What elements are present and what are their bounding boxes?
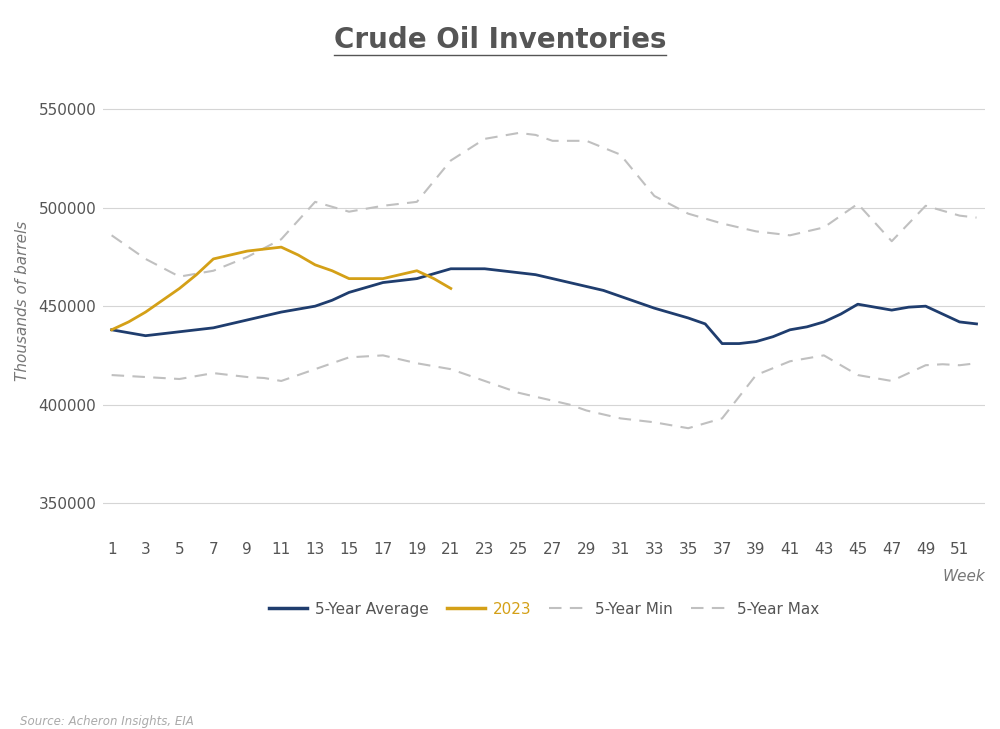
- Text: Source: Acheron Insights, EIA: Source: Acheron Insights, EIA: [20, 715, 194, 728]
- Text: Week: Week: [942, 569, 985, 584]
- Legend: 5-Year Average, 2023, 5-Year Min, 5-Year Max: 5-Year Average, 2023, 5-Year Min, 5-Year…: [263, 596, 826, 623]
- Text: Crude Oil Inventories: Crude Oil Inventories: [334, 26, 666, 53]
- Y-axis label: Thousands of barrels: Thousands of barrels: [15, 221, 30, 381]
